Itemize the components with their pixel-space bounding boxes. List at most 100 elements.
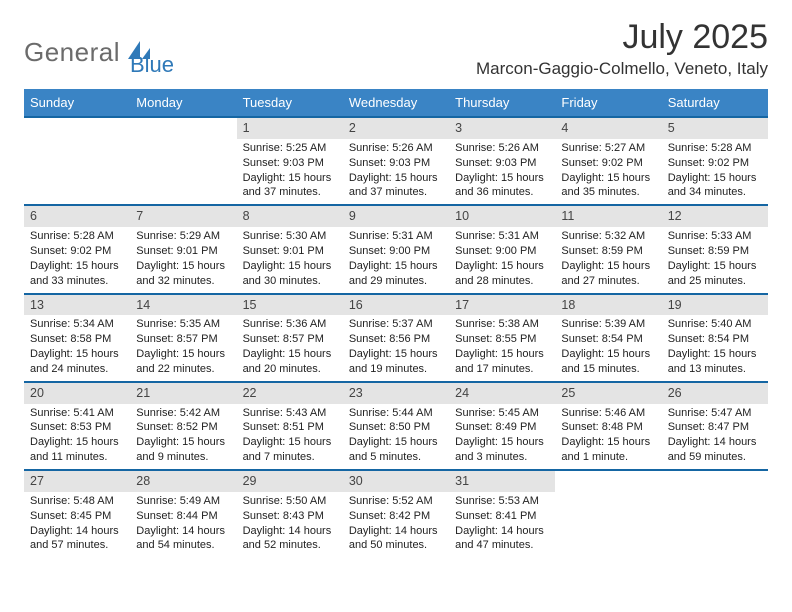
calendar-day-cell: 21Sunrise: 5:42 AMSunset: 8:52 PMDayligh… bbox=[130, 382, 236, 470]
daylight-text: and 27 minutes. bbox=[561, 274, 655, 289]
dayname-header: Saturday bbox=[662, 89, 768, 117]
calendar-day-cell: 31Sunrise: 5:53 AMSunset: 8:41 PMDayligh… bbox=[449, 470, 555, 557]
daylight-text: and 13 minutes. bbox=[668, 362, 762, 377]
month-title: July 2025 bbox=[476, 18, 768, 57]
sunrise-text: Sunrise: 5:31 AM bbox=[455, 229, 549, 244]
day-number: 17 bbox=[449, 295, 555, 316]
daylight-text: and 29 minutes. bbox=[349, 274, 443, 289]
sunset-text: Sunset: 9:01 PM bbox=[243, 244, 337, 259]
daylight-text: Daylight: 15 hours bbox=[668, 259, 762, 274]
sunrise-text: Sunrise: 5:30 AM bbox=[243, 229, 337, 244]
daylight-text: and 22 minutes. bbox=[136, 362, 230, 377]
daylight-text: Daylight: 15 hours bbox=[561, 259, 655, 274]
logo-text-general: General bbox=[24, 37, 120, 68]
day-details: Sunrise: 5:33 AMSunset: 8:59 PMDaylight:… bbox=[662, 227, 768, 292]
day-number: 4 bbox=[555, 118, 661, 139]
calendar-day-cell: 14Sunrise: 5:35 AMSunset: 8:57 PMDayligh… bbox=[130, 294, 236, 382]
calendar-day-cell: 22Sunrise: 5:43 AMSunset: 8:51 PMDayligh… bbox=[237, 382, 343, 470]
calendar-day-cell: .. bbox=[662, 470, 768, 557]
sunrise-text: Sunrise: 5:49 AM bbox=[136, 494, 230, 509]
day-details: Sunrise: 5:30 AMSunset: 9:01 PMDaylight:… bbox=[237, 227, 343, 292]
daylight-text: Daylight: 15 hours bbox=[455, 171, 549, 186]
day-number: 10 bbox=[449, 206, 555, 227]
day-details: Sunrise: 5:29 AMSunset: 9:01 PMDaylight:… bbox=[130, 227, 236, 292]
day-details: Sunrise: 5:31 AMSunset: 9:00 PMDaylight:… bbox=[343, 227, 449, 292]
calendar-table: SundayMondayTuesdayWednesdayThursdayFrid… bbox=[24, 89, 768, 557]
day-details: Sunrise: 5:44 AMSunset: 8:50 PMDaylight:… bbox=[343, 404, 449, 469]
daylight-text: and 24 minutes. bbox=[30, 362, 124, 377]
daylight-text: and 52 minutes. bbox=[243, 538, 337, 553]
daylight-text: Daylight: 15 hours bbox=[30, 347, 124, 362]
daylight-text: Daylight: 15 hours bbox=[668, 347, 762, 362]
day-details: Sunrise: 5:48 AMSunset: 8:45 PMDaylight:… bbox=[24, 492, 130, 557]
sunrise-text: Sunrise: 5:40 AM bbox=[668, 317, 762, 332]
day-number: 20 bbox=[24, 383, 130, 404]
day-number: 26 bbox=[662, 383, 768, 404]
calendar-day-cell: 19Sunrise: 5:40 AMSunset: 8:54 PMDayligh… bbox=[662, 294, 768, 382]
daylight-text: and 36 minutes. bbox=[455, 185, 549, 200]
sunrise-text: Sunrise: 5:46 AM bbox=[561, 406, 655, 421]
dayname-header: Thursday bbox=[449, 89, 555, 117]
daylight-text: Daylight: 15 hours bbox=[349, 347, 443, 362]
calendar-day-cell: 27Sunrise: 5:48 AMSunset: 8:45 PMDayligh… bbox=[24, 470, 130, 557]
calendar-day-cell: 18Sunrise: 5:39 AMSunset: 8:54 PMDayligh… bbox=[555, 294, 661, 382]
daylight-text: and 1 minute. bbox=[561, 450, 655, 465]
day-details: Sunrise: 5:36 AMSunset: 8:57 PMDaylight:… bbox=[237, 315, 343, 380]
sunset-text: Sunset: 9:00 PM bbox=[349, 244, 443, 259]
sunset-text: Sunset: 8:43 PM bbox=[243, 509, 337, 524]
daylight-text: and 9 minutes. bbox=[136, 450, 230, 465]
calendar-day-cell: 10Sunrise: 5:31 AMSunset: 9:00 PMDayligh… bbox=[449, 205, 555, 293]
calendar-day-cell: 7Sunrise: 5:29 AMSunset: 9:01 PMDaylight… bbox=[130, 205, 236, 293]
sunset-text: Sunset: 9:03 PM bbox=[243, 156, 337, 171]
day-details: Sunrise: 5:25 AMSunset: 9:03 PMDaylight:… bbox=[237, 139, 343, 204]
sunrise-text: Sunrise: 5:28 AM bbox=[668, 141, 762, 156]
day-details: Sunrise: 5:46 AMSunset: 8:48 PMDaylight:… bbox=[555, 404, 661, 469]
daylight-text: and 35 minutes. bbox=[561, 185, 655, 200]
day-details: Sunrise: 5:43 AMSunset: 8:51 PMDaylight:… bbox=[237, 404, 343, 469]
daylight-text: Daylight: 15 hours bbox=[349, 259, 443, 274]
sunrise-text: Sunrise: 5:42 AM bbox=[136, 406, 230, 421]
calendar-day-cell: 25Sunrise: 5:46 AMSunset: 8:48 PMDayligh… bbox=[555, 382, 661, 470]
daylight-text: and 37 minutes. bbox=[243, 185, 337, 200]
daylight-text: and 3 minutes. bbox=[455, 450, 549, 465]
daylight-text: and 19 minutes. bbox=[349, 362, 443, 377]
day-details: Sunrise: 5:52 AMSunset: 8:42 PMDaylight:… bbox=[343, 492, 449, 557]
sunrise-text: Sunrise: 5:45 AM bbox=[455, 406, 549, 421]
day-number: 19 bbox=[662, 295, 768, 316]
day-number: 31 bbox=[449, 471, 555, 492]
day-details: Sunrise: 5:28 AMSunset: 9:02 PMDaylight:… bbox=[24, 227, 130, 292]
day-number: 22 bbox=[237, 383, 343, 404]
logo-text-blue: Blue bbox=[130, 52, 174, 78]
sunrise-text: Sunrise: 5:52 AM bbox=[349, 494, 443, 509]
daylight-text: and 54 minutes. bbox=[136, 538, 230, 553]
calendar-day-cell: 3Sunrise: 5:26 AMSunset: 9:03 PMDaylight… bbox=[449, 117, 555, 205]
calendar-day-cell: 12Sunrise: 5:33 AMSunset: 8:59 PMDayligh… bbox=[662, 205, 768, 293]
daylight-text: and 17 minutes. bbox=[455, 362, 549, 377]
daylight-text: Daylight: 14 hours bbox=[455, 524, 549, 539]
sunset-text: Sunset: 8:54 PM bbox=[561, 332, 655, 347]
calendar-week-row: 20Sunrise: 5:41 AMSunset: 8:53 PMDayligh… bbox=[24, 382, 768, 470]
daylight-text: Daylight: 15 hours bbox=[30, 259, 124, 274]
calendar-day-cell: 20Sunrise: 5:41 AMSunset: 8:53 PMDayligh… bbox=[24, 382, 130, 470]
calendar-day-cell: 26Sunrise: 5:47 AMSunset: 8:47 PMDayligh… bbox=[662, 382, 768, 470]
sunset-text: Sunset: 8:54 PM bbox=[668, 332, 762, 347]
day-number: 27 bbox=[24, 471, 130, 492]
daylight-text: Daylight: 15 hours bbox=[243, 347, 337, 362]
daylight-text: Daylight: 14 hours bbox=[668, 435, 762, 450]
sunset-text: Sunset: 9:03 PM bbox=[349, 156, 443, 171]
day-number: 14 bbox=[130, 295, 236, 316]
dayname-header: Tuesday bbox=[237, 89, 343, 117]
sunset-text: Sunset: 8:41 PM bbox=[455, 509, 549, 524]
sunset-text: Sunset: 8:51 PM bbox=[243, 420, 337, 435]
dayname-header: Friday bbox=[555, 89, 661, 117]
day-details: Sunrise: 5:39 AMSunset: 8:54 PMDaylight:… bbox=[555, 315, 661, 380]
daylight-text: Daylight: 14 hours bbox=[243, 524, 337, 539]
daylight-text: Daylight: 15 hours bbox=[455, 347, 549, 362]
day-details: Sunrise: 5:41 AMSunset: 8:53 PMDaylight:… bbox=[24, 404, 130, 469]
daylight-text: and 50 minutes. bbox=[349, 538, 443, 553]
daylight-text: and 11 minutes. bbox=[30, 450, 124, 465]
day-details: Sunrise: 5:26 AMSunset: 9:03 PMDaylight:… bbox=[449, 139, 555, 204]
day-number: 16 bbox=[343, 295, 449, 316]
day-number: 23 bbox=[343, 383, 449, 404]
daylight-text: and 57 minutes. bbox=[30, 538, 124, 553]
